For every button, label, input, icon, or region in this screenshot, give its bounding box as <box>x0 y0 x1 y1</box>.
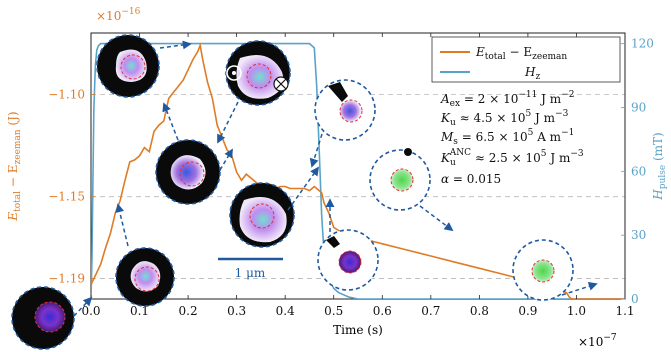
inset-snapshot-5 <box>225 40 291 106</box>
y-left-tick-label: −1.15 <box>48 190 85 204</box>
x-axis-ticks: 0.0 0.1 0.2 0.3 0.4 0.5 0.6 0.7 0.8 0.9 1.0 1.1 <box>81 33 635 318</box>
legend-entry-energy: Etotal − Ezeeman <box>475 45 567 62</box>
scale-bar: 1 μm <box>218 257 283 280</box>
x-tick-label: 1.1 <box>615 304 634 318</box>
y-right-tick-label: 30 <box>631 228 646 242</box>
param-aex: Aex = 2 × 10−11 J m−2 <box>440 90 574 109</box>
param-ms: Ms = 6.5 × 105 A m−1 <box>440 128 574 147</box>
y-right-tick-label: 60 <box>631 164 646 178</box>
inset-snapshot-9 <box>369 148 431 211</box>
y-left-tick-label: −1.19 <box>48 272 85 286</box>
arrow-7 <box>287 166 320 211</box>
inset-snapshot-4 <box>96 34 160 98</box>
inset-snapshot-initial <box>11 286 75 350</box>
x-tick-label: 0.6 <box>373 304 392 318</box>
y-left-axis-label: Etotal − Ezeeman (J) <box>6 111 23 221</box>
snapshot-insets <box>11 34 574 350</box>
y-left-multiplier: ×10−16 <box>96 7 141 23</box>
param-ku: Ku ≈ 4.5 × 105 J m−3 <box>440 109 569 128</box>
x-tick-label: 0.9 <box>518 304 537 318</box>
legend: Etotal − Ezeeman Hz <box>431 36 621 83</box>
x-tick-label: 0.2 <box>179 304 198 318</box>
x-tick-label: 1.0 <box>567 304 586 318</box>
arrow-5 <box>217 101 239 144</box>
arrow-2 <box>115 203 129 247</box>
into-plane-cross-icon <box>273 76 289 92</box>
y-right-tick-label: 120 <box>631 37 654 51</box>
legend-entry-hz: Hz <box>524 65 540 82</box>
inset-snapshot-7 <box>314 79 376 141</box>
param-alpha: α = 0.015 <box>441 172 501 186</box>
x-tick-label: 0.3 <box>227 304 246 318</box>
inset-arrows <box>73 40 598 317</box>
y-right-axis-label: Hpulse (mT) <box>651 132 668 200</box>
inset-snapshot-3 <box>155 139 221 205</box>
y-right-tick-label: 90 <box>631 100 646 114</box>
x-tick-label: 0.4 <box>276 304 295 318</box>
inset-snapshot-10 <box>512 239 574 301</box>
y-left-tick-label: −1.10 <box>48 87 85 101</box>
x-tick-label: 0.0 <box>81 304 100 318</box>
arrow-4 <box>159 40 192 50</box>
inset-snapshot-8 <box>317 229 379 291</box>
legend-box <box>431 36 621 83</box>
series-hz-line <box>91 42 625 299</box>
y-left-axis-ticks: −1.19 −1.15 −1.10 <box>48 87 95 286</box>
x-tick-label: 0.8 <box>470 304 489 318</box>
arrow-11 <box>561 281 598 296</box>
x-axis-multiplier: ×10−7 <box>578 333 617 349</box>
out-of-plane-dot-icon <box>226 65 242 81</box>
inset-snapshot-6 <box>229 182 295 248</box>
param-ku-anc: KuANC ≈ 2.5 × 105 J m−3 <box>440 148 584 168</box>
x-tick-label: 0.1 <box>130 304 149 318</box>
x-tick-label: 0.7 <box>421 304 440 318</box>
arrow-8 <box>309 133 323 168</box>
y-right-axis-ticks: 0 30 60 90 120 <box>621 37 654 306</box>
y-right-tick-label: 0 <box>631 292 639 306</box>
x-axis-label: Time (s) <box>333 323 383 337</box>
arrow-10 <box>419 205 454 232</box>
x-tick-label: 0.5 <box>324 304 343 318</box>
parameter-block: Aex = 2 × 10−11 J m−2 Ku ≈ 4.5 × 105 J m… <box>440 90 584 186</box>
arrow-6 <box>219 148 233 171</box>
inset-snapshot-2 <box>115 247 175 307</box>
scale-bar-label: 1 μm <box>235 266 266 280</box>
